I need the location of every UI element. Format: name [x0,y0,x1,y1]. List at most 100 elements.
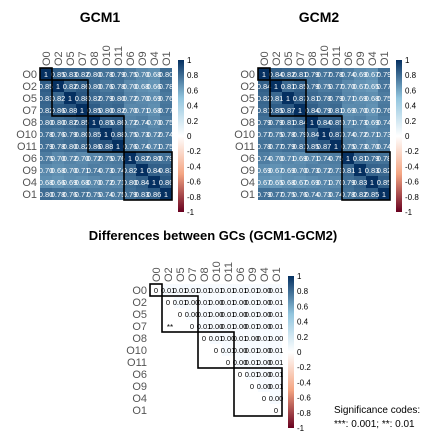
heatmap-cell [222,332,234,344]
cell-value: 0.67 [365,106,380,115]
cell-value: 0.85 [269,106,284,115]
cell-value: 0.00 [209,298,224,307]
cell-value: 0.76 [377,106,392,115]
heatmap-cell [162,368,174,380]
cell-value: 0.70 [123,106,138,115]
heatmap-cell [100,176,112,188]
cell-value: 0.88 [75,94,90,103]
heatmap-cell [40,116,52,128]
heatmap-cell [52,104,64,116]
heatmap-cell [222,356,234,368]
cell-value: 0.79 [281,142,296,151]
heatmap-panel-3: Differences between GCs (GCM1-GCM2)O0 O2 O… [89,228,338,433]
cell-value: 0.81 [341,166,356,175]
cell-value: 0.73 [317,190,332,199]
cell-value: 0.01 [221,298,236,307]
cell-value: 0.01 [197,286,212,295]
heatmap-cell [160,80,172,92]
heatmap-cell [282,80,294,92]
cell-value: 0.70 [75,154,90,163]
heatmap-cell [198,284,210,296]
heatmap-cell [234,380,246,392]
cell-value: 0.78 [377,154,392,163]
heatmap-cell [366,128,378,140]
cell-value: 0.01 [221,322,236,331]
heatmap-cell [64,92,76,104]
cell-value: 0.74 [111,166,126,175]
cell-value: 0.01 [269,382,284,391]
cell-value: 0.84 [269,70,284,79]
cell-value: 0.68 [75,178,90,187]
row-label: O10 [126,345,147,357]
cell-value: 1 [92,118,96,127]
heatmap-cell [198,356,210,368]
cell-value: 0.71 [341,118,356,127]
col-label: O0 [41,51,53,66]
colorbar-tick: -0.6 [187,178,201,187]
heatmap-cell [246,404,258,416]
heatmap-cell [234,308,246,320]
heatmap-cell [270,80,282,92]
cell-value: 0.84 [305,130,320,139]
cell-value: 0.00 [269,394,284,403]
colorbar-tick: -1 [297,424,305,433]
heatmap-cell [258,344,270,356]
cell-value: 0.82 [75,142,90,151]
heatmap-cell [40,140,52,152]
cell-value: 0.00 [221,334,236,343]
heatmap-cell [148,92,160,104]
heatmap-cell [378,152,390,164]
heatmap-cell [354,152,366,164]
heatmap-cell [186,344,198,356]
heatmap-cell [148,116,160,128]
heatmap-cell [148,128,160,140]
heatmap-cell [52,140,64,152]
cell-value: 0.79 [305,70,320,79]
cell-value: 0.80 [63,142,78,151]
cell-value: 0 [262,394,266,403]
heatmap-cell [342,116,354,128]
cell-value: 0.81 [281,118,296,127]
heatmap-cell [366,164,378,176]
colorbar-tick: -0.4 [297,378,311,387]
heatmap-cell [136,140,148,152]
heatmap-cell [76,80,88,92]
cell-value: 0.75 [341,142,356,151]
cell-value: 0.74 [99,190,114,199]
cell-value: 1 [262,70,266,79]
cell-value: 0.82 [63,118,78,127]
col-label: O4 [259,267,271,282]
cell-value: 0.75 [111,190,126,199]
cell-value: 1 [322,130,326,139]
cell-value: 0.68 [147,106,162,115]
heatmap-cell [222,404,234,416]
cell-value: 1 [140,166,144,175]
row-label: O8 [240,117,255,129]
cluster-box [149,283,163,297]
chart-title: Differences between GCs (GCM1-GCM2) [89,228,338,243]
heatmap-cell [342,188,354,200]
heatmap-cell [210,296,222,308]
cell-value: 0.72 [87,154,102,163]
heatmap-cell [162,284,174,296]
cell-value: 1 [164,190,168,199]
cell-value: 0.76 [99,82,114,91]
cell-value: 0.79 [39,142,54,151]
cell-value: 0.78 [51,142,66,151]
cell-value: 0.77 [377,82,392,91]
cell-value: 0.01 [245,286,260,295]
cell-labels: 1 0.850.830.820.800.780.790.750.700.680.8… [39,70,174,199]
cell-value: 0.71 [147,142,162,151]
heatmap-cell [88,140,100,152]
cell-value: 0.73 [353,142,368,151]
heatmap-cell [150,380,162,392]
heatmap-cell [366,80,378,92]
heatmap-cell [160,164,172,176]
heatmap-cell [160,104,172,116]
heatmap-cell [88,152,100,164]
heatmap-cell [136,104,148,116]
cell-value: 0.85 [87,130,102,139]
heatmap-cell [198,368,210,380]
cell-value: 0.87 [293,94,308,103]
colorbar-tick: 0.8 [297,287,309,296]
